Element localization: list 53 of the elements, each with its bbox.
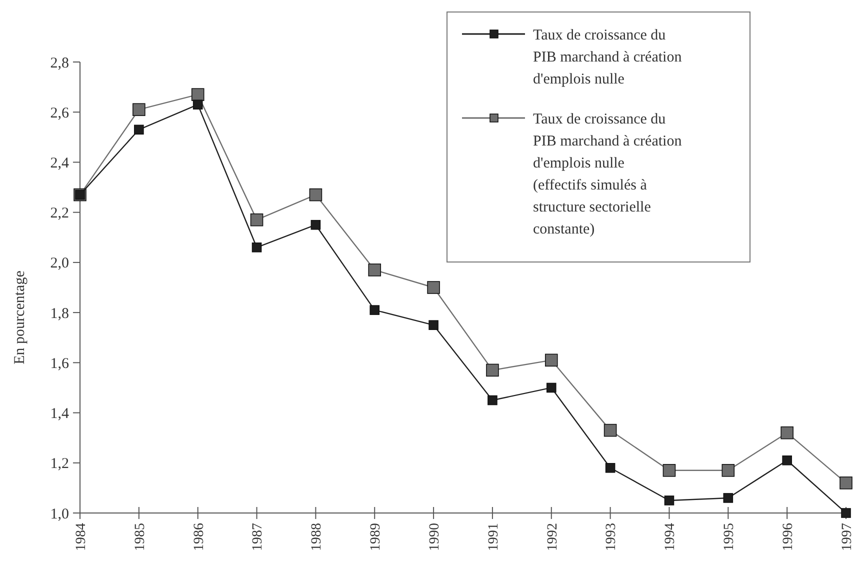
point bbox=[427, 281, 440, 294]
y-tick-label: 1,2 bbox=[50, 456, 69, 472]
y-tick-label: 1,0 bbox=[50, 506, 69, 522]
point bbox=[132, 103, 146, 116]
y-tick-label: 1,4 bbox=[50, 406, 70, 422]
point bbox=[252, 242, 262, 252]
point bbox=[840, 476, 852, 490]
point bbox=[310, 220, 321, 230]
point bbox=[604, 424, 617, 437]
point bbox=[486, 364, 499, 377]
point bbox=[722, 464, 735, 477]
point bbox=[605, 463, 616, 473]
point bbox=[664, 496, 674, 506]
y-tick-label: 2,6 bbox=[50, 105, 70, 122]
x-tick-label: 1996 bbox=[780, 523, 796, 551]
point bbox=[544, 354, 558, 367]
point bbox=[662, 464, 676, 477]
point bbox=[780, 426, 794, 440]
y-tick-label: 2,8 bbox=[50, 55, 69, 72]
point bbox=[370, 305, 380, 315]
point bbox=[488, 395, 498, 406]
x-tick-label: 1992 bbox=[545, 523, 560, 551]
y-tick-label: 1,6 bbox=[50, 356, 70, 372]
point bbox=[192, 100, 203, 110]
y-tick-label: 2,4 bbox=[50, 155, 70, 172]
point bbox=[841, 508, 851, 518]
point bbox=[191, 88, 204, 101]
y-tick-label: 2,0 bbox=[50, 256, 69, 272]
y-tick-label: 1,8 bbox=[50, 306, 69, 322]
x-tick-label: 1993 bbox=[604, 523, 620, 551]
x-tick-label: 1984 bbox=[74, 523, 89, 551]
point bbox=[309, 188, 322, 202]
point bbox=[782, 455, 792, 466]
point bbox=[368, 264, 382, 276]
point bbox=[250, 213, 264, 226]
point bbox=[546, 382, 556, 393]
y-axis-title: En pourcentage bbox=[12, 270, 28, 364]
x-tick-label: 1989 bbox=[368, 523, 384, 551]
x-tick-label: 1994 bbox=[663, 523, 678, 551]
point bbox=[428, 320, 438, 330]
x-tick-label: 1997 bbox=[840, 523, 855, 551]
x-tick-label: 1995 bbox=[722, 523, 738, 551]
x-tick-label: 1988 bbox=[310, 523, 325, 551]
point bbox=[723, 493, 734, 503]
x-tick-label: 1987 bbox=[250, 523, 266, 551]
y-tick-label: 2,2 bbox=[50, 206, 69, 222]
x-tick-label: 1991 bbox=[486, 523, 502, 551]
x-tick-label: 1985 bbox=[132, 523, 148, 551]
x-tick-label: 1990 bbox=[427, 523, 442, 551]
legend-label: Taux de croissance du PIB marchand à création d'emplois nulle bbox=[533, 27, 682, 88]
legend-label: Taux de croissance du PIB marchand à création d'emplois nulle (effectifs simulés à structure sectorielle constante) bbox=[533, 111, 682, 238]
x-tick-label: 1986 bbox=[192, 523, 207, 551]
point bbox=[134, 124, 144, 135]
